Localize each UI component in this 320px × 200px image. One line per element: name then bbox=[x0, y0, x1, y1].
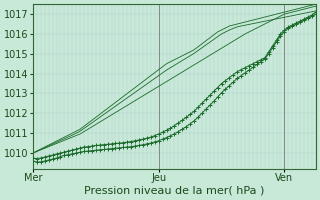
X-axis label: Pression niveau de la mer( hPa ): Pression niveau de la mer( hPa ) bbox=[84, 186, 265, 196]
